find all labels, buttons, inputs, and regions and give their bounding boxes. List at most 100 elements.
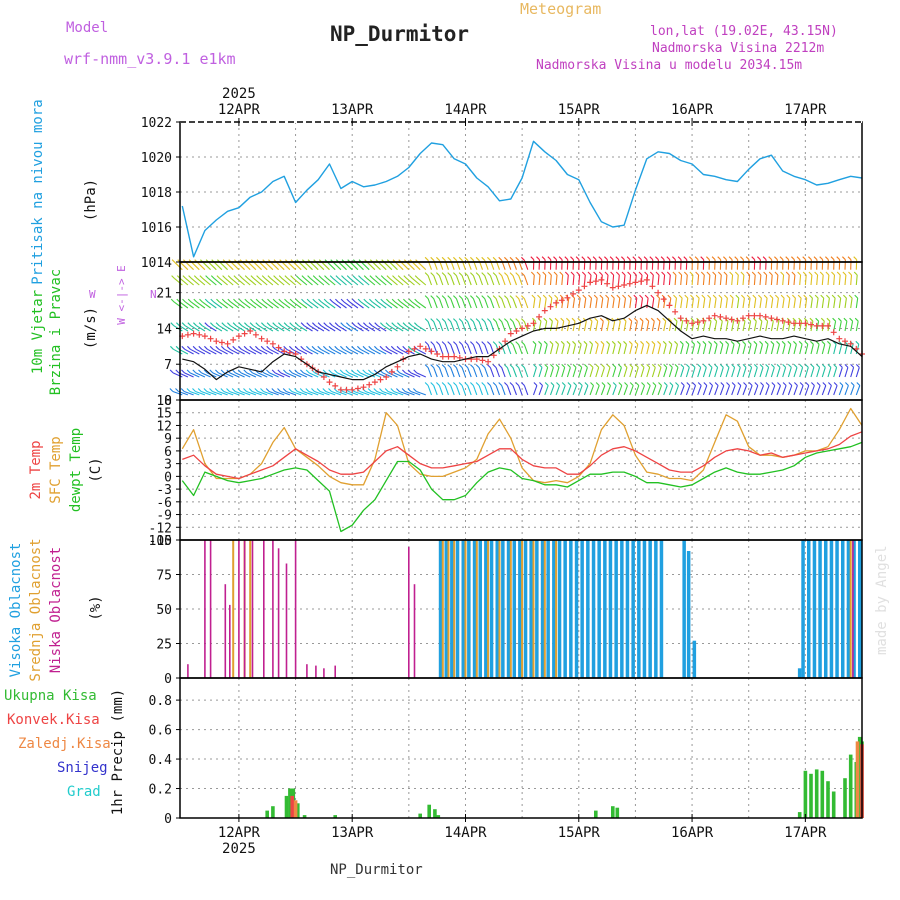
- wind-barb: [759, 298, 762, 309]
- wind-barb-flag: [848, 271, 852, 276]
- gust-marker: [683, 317, 690, 324]
- wind-barb-flag: [396, 345, 401, 350]
- wind-barb: [512, 344, 518, 355]
- wind-barb-flag: [424, 256, 429, 261]
- wind-barb-flag: [374, 345, 378, 350]
- wind-barb: [657, 274, 660, 286]
- wind-barb: [213, 325, 223, 332]
- gust-marker: [558, 297, 565, 304]
- wind-barb-flag: [260, 345, 265, 350]
- wind-barb-flag: [658, 382, 662, 386]
- wind-barb: [668, 367, 673, 378]
- wind-barb: [506, 298, 512, 309]
- wind-barb: [770, 274, 773, 286]
- wind-barb: [179, 278, 189, 286]
- wind-barb: [292, 325, 302, 332]
- wind-barb-flag: [176, 322, 180, 327]
- wind-barb: [427, 275, 433, 286]
- wind-barb-flag: [533, 364, 537, 368]
- wind-barb-flag: [441, 272, 446, 276]
- wind-barb-flag: [657, 364, 662, 368]
- wind-barb-flag: [255, 298, 260, 303]
- wind-barb-flag: [430, 364, 435, 368]
- wind-barb-flag: [703, 382, 708, 386]
- wind-barb: [246, 372, 257, 378]
- cloud-bar: [277, 548, 280, 678]
- wind-barb-flag: [294, 388, 298, 392]
- wind-barb-flag: [555, 364, 560, 368]
- wind-barb-flag: [825, 271, 830, 276]
- wind-barb: [467, 367, 472, 378]
- wind-barb: [201, 372, 211, 378]
- wind-barb: [366, 325, 376, 332]
- gust-marker: [808, 321, 814, 328]
- wind-barb: [349, 325, 359, 332]
- wind-barb-flag: [805, 382, 810, 386]
- wind-barb-flag: [798, 340, 803, 345]
- wind-barb-flag: [649, 256, 654, 261]
- wind-barb-flag: [453, 341, 457, 345]
- wind-barb: [549, 367, 554, 378]
- wind-barb-flag: [748, 364, 752, 368]
- wind-barb: [314, 390, 325, 396]
- wind-barb: [816, 344, 820, 355]
- wind-barb-flag: [554, 294, 558, 299]
- wind-barb: [776, 385, 782, 396]
- wind-barb: [532, 298, 536, 309]
- wind-barb: [759, 274, 762, 286]
- wind-barb: [725, 385, 731, 396]
- wind-barb-flag: [515, 382, 520, 386]
- y-tick-temp: 3: [164, 458, 172, 473]
- wind-barb: [833, 298, 836, 309]
- wind-barb: [623, 298, 627, 309]
- wind-barb-flag: [260, 388, 264, 392]
- wind-barb: [555, 274, 558, 286]
- wind-barb: [288, 262, 296, 271]
- wind-barb-flag: [786, 294, 791, 299]
- cloud-bar: [686, 551, 691, 678]
- wind-barb: [765, 367, 770, 378]
- wind-barb-flag: [521, 272, 525, 276]
- wind-barb-flag: [317, 345, 322, 350]
- wind-barb-flag: [618, 382, 623, 386]
- wind-barb: [191, 262, 200, 271]
- wind-barb: [742, 367, 747, 378]
- wind-barb: [572, 274, 575, 286]
- wind-barb-flag: [695, 294, 700, 299]
- wind-barb-flag: [837, 317, 842, 322]
- wind-barb-flag: [408, 298, 413, 303]
- gust-marker: [530, 320, 537, 327]
- wind-barb: [190, 301, 200, 309]
- wind-barb: [753, 385, 759, 396]
- wind-barb-flag: [543, 317, 548, 322]
- wind-barb: [495, 321, 501, 332]
- wind-barb-flag: [351, 345, 356, 350]
- wind-barb: [433, 321, 438, 332]
- wind-barb: [838, 385, 844, 396]
- wind-barb: [344, 278, 353, 286]
- cloud-bar: [285, 563, 288, 678]
- gust-marker: [388, 368, 395, 375]
- wind-barb-flag: [575, 256, 580, 261]
- wind-barb-flag: [363, 298, 368, 303]
- cloud-bar: [467, 540, 471, 678]
- cloud-bar: [597, 540, 601, 678]
- wind-barb-flag: [830, 256, 835, 261]
- precip-bar: [820, 770, 825, 818]
- wind-barb: [410, 390, 421, 396]
- gust-marker: [354, 385, 361, 392]
- wind-barb: [668, 385, 674, 396]
- wind-barb: [821, 344, 826, 355]
- wind-barb: [416, 390, 426, 396]
- wind-barb: [844, 274, 847, 286]
- wind-barb-flag: [611, 340, 616, 345]
- wind-barb: [770, 344, 775, 355]
- wind-barb-flag: [850, 364, 854, 368]
- wind-barb-flag: [232, 345, 237, 350]
- wind-barb-flag: [723, 271, 728, 276]
- wind-barb: [544, 298, 547, 309]
- wind-barb-flag: [192, 345, 197, 350]
- cloud-bar: [614, 540, 618, 678]
- wind-barb: [320, 325, 330, 332]
- wind-barb-flag: [736, 364, 741, 368]
